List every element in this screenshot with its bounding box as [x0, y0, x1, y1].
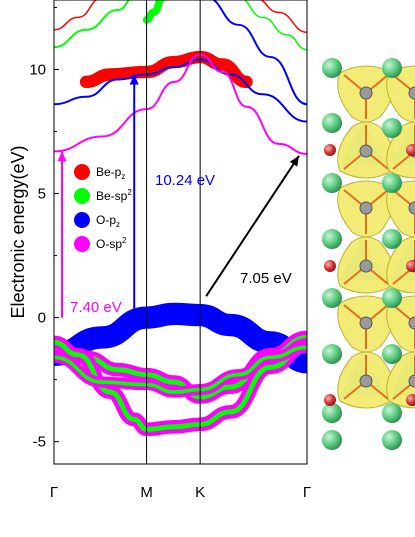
be-atom: [322, 403, 342, 423]
legend-label: O-sp2: [96, 236, 127, 251]
gap-label-10-24: 10.24 eV: [155, 172, 215, 189]
y-tick-label: 0: [38, 310, 46, 327]
be-atom: [322, 58, 342, 78]
be-atom: [382, 118, 402, 138]
o-atom: [406, 394, 415, 406]
gap-annotations: 7.40 eV 10.24 eV 7.05 eV: [57, 74, 300, 318]
band-conduction-2-9: [54, 53, 307, 155]
yellow-isosurface: [337, 65, 395, 123]
band-valence-third-6: [54, 345, 307, 394]
arrow-indirect-gap: [205, 155, 300, 297]
legend-marker: [74, 236, 90, 252]
yellow-isosurface: [337, 236, 395, 294]
legend-marker: [74, 188, 90, 204]
yellow-isosurface: [386, 351, 415, 409]
x-tick-label: Γ: [303, 484, 311, 501]
high-symmetry-lines: [146, 0, 201, 464]
x-tick-label: M: [140, 484, 153, 501]
be-atom: [322, 288, 342, 308]
y-tick-label: 10: [29, 61, 46, 78]
band-conduction-6-13: [211, 0, 307, 106]
be-atom: [382, 229, 402, 249]
band-lines: [54, 0, 307, 437]
legend-marker: [74, 164, 90, 180]
o-atom: [406, 144, 415, 156]
be-atom: [382, 403, 402, 423]
x-tick-label: K: [195, 484, 205, 501]
yellow-isosurface: [337, 121, 395, 179]
band-conduction-7-14: [243, 0, 307, 51]
be-atom: [322, 344, 342, 364]
yellow-isosurface: [386, 65, 415, 123]
arrow-direct-gap: [57, 151, 67, 318]
band-conduction-flat-7: [79, 50, 253, 89]
charge-density-structure-panel: [322, 58, 415, 450]
yellow-isosurface: [337, 180, 395, 238]
legend-label: O-pz: [96, 213, 120, 229]
y-tick-label: -5: [33, 434, 46, 451]
yellow-isosurface: [337, 351, 395, 409]
band-conduction-4-11: [54, 0, 98, 31]
yellow-isosurface: [337, 295, 395, 353]
o-atom: [324, 144, 336, 156]
be-atom: [382, 430, 402, 450]
be-atom: [382, 58, 402, 78]
be-atom: [382, 344, 402, 364]
y-tick-label: 5: [38, 186, 46, 203]
band-conduction-5-12: [142, 0, 166, 24]
yellow-isosurface: [386, 295, 415, 353]
o-atom: [324, 260, 336, 272]
be-atom: [322, 229, 342, 249]
x-tick-label: Γ: [50, 484, 58, 501]
be-atom: [322, 113, 342, 133]
o-atom: [324, 394, 336, 406]
legend-marker: [74, 212, 90, 228]
legend: Be-pz Be-sp2 O-pz O-sp2: [74, 164, 132, 252]
band-valence-top-0: [54, 302, 307, 374]
be-atom: [382, 288, 402, 308]
be-atom: [322, 430, 342, 450]
be-atom: [382, 173, 402, 193]
legend-label: Be-pz: [96, 165, 125, 181]
y-axis-ticks: -5 0 5 10: [29, 6, 59, 451]
band-conduction-3-10: [54, 0, 131, 49]
arrow-m-gap: [129, 74, 139, 313]
band-valence-deep-4: [54, 339, 307, 432]
gap-label-7-40: 7.40 eV: [70, 299, 122, 316]
gap-label-7-05: 7.05 eV: [240, 270, 292, 287]
plot-frame: [53, 0, 308, 465]
band-conduction-8-15: [260, 0, 307, 34]
o-atom: [406, 260, 415, 272]
legend-label: Be-sp2: [96, 188, 132, 203]
be-atom: [322, 173, 342, 193]
band-conduction-1-8: [54, 58, 307, 123]
y-axis-title: Electronic energy(eV): [8, 145, 28, 318]
yellow-isosurface: [386, 180, 415, 238]
